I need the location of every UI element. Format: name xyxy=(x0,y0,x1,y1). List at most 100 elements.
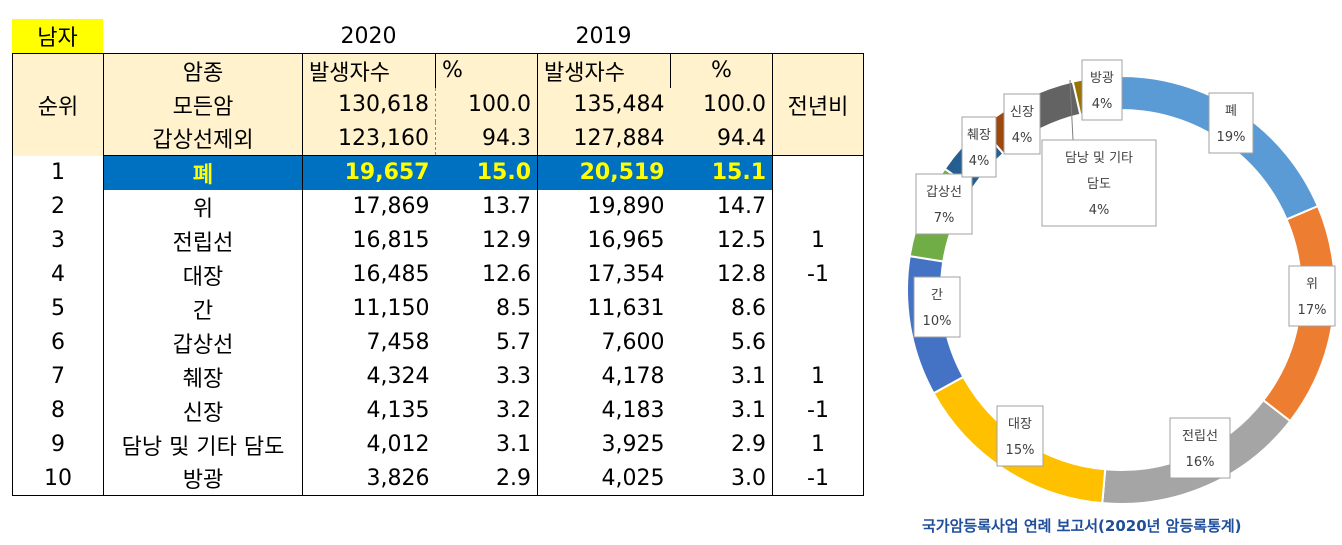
table-row: 10 방광 3,826 2.9 4,025 3.0 -1 xyxy=(12,461,864,496)
rank-cell: 7 xyxy=(12,359,104,394)
label-name: 담도 xyxy=(1087,177,1111,192)
count-2019-cell: 3,925 xyxy=(601,432,665,457)
donut-label-6: 갑상선 7% xyxy=(915,173,973,235)
label-percent: 4% xyxy=(1092,97,1113,112)
label-percent: 7% xyxy=(934,211,955,226)
label-percent: 16% xyxy=(1186,455,1215,470)
rank-cell: 8 xyxy=(12,393,104,428)
donut-label-7: 췌장 4% xyxy=(961,116,997,178)
empty-cell xyxy=(772,121,864,156)
change-cell: -1 xyxy=(772,461,864,496)
count-2020-cell: 4,324 xyxy=(366,364,430,389)
cancer-name-cell: 전립선 xyxy=(103,223,303,258)
count-2019-cell: 4,178 xyxy=(601,364,665,389)
table-row: 6 갑상선 7,458 5.7 7,600 5.6 xyxy=(12,325,864,360)
year-2019-label: 2019 xyxy=(575,23,632,49)
count-2020-cell: 11,150 xyxy=(352,296,430,321)
label-box xyxy=(996,405,1044,467)
rank-cell: 2 xyxy=(12,189,104,224)
count-2019-header: 발생자수 xyxy=(537,53,671,88)
pct-2020-cell: 3.2 xyxy=(435,393,538,428)
change-cell xyxy=(772,291,864,326)
table-row: 5 간 11,150 8.5 11,631 8.6 xyxy=(12,291,864,326)
pct-2020-cell: 3.1 xyxy=(435,427,538,462)
summary-count-2020: 130,618 xyxy=(302,87,436,122)
count-2019-cell: 4,025 xyxy=(537,461,671,496)
count-2019-cell: 11,631 xyxy=(587,296,665,321)
summary-pct-2020: 94.3 xyxy=(435,121,538,156)
summary-row: 갑상선제외 123,160 94.3 127,884 94.4 xyxy=(13,121,864,156)
rank-cell: 10 xyxy=(12,461,104,496)
rank-cell: 5 xyxy=(12,291,104,326)
count-2020-header: 발생자수 xyxy=(302,53,436,88)
cancer-name-cell: 췌장 xyxy=(103,359,303,394)
donut-label-5: 간 10% xyxy=(913,276,961,338)
label-box xyxy=(1003,93,1041,155)
header-row: 순위 암종 발생자수 % 발생자수 % xyxy=(12,53,864,156)
rank-cell: 4 xyxy=(12,257,104,292)
cancer-name-cell: 방광 xyxy=(103,461,303,496)
count-2020-cell: 4,012 xyxy=(366,432,430,457)
label-name: 신장 xyxy=(1010,105,1034,120)
summary-pct-2020: 100.0 xyxy=(435,87,538,122)
change-cell: -1 xyxy=(772,257,864,292)
donut-label-10: 방광 4% xyxy=(1081,59,1123,121)
cancer-name-cell: 폐 xyxy=(103,155,303,190)
label-name: 위 xyxy=(1306,277,1318,292)
pct-2020-cell: 5.7 xyxy=(435,325,538,360)
count-2020-cell: 3,826 xyxy=(302,461,436,496)
donut-label-8: 신장 4% xyxy=(1003,93,1041,155)
count-2019-cell: 19,890 xyxy=(587,194,665,219)
summary-count-2019: 135,484 xyxy=(537,87,671,122)
label-percent: 10% xyxy=(923,314,952,329)
cancer-name-cell: 신장 xyxy=(103,393,303,428)
label-percent: 15% xyxy=(1006,443,1035,458)
label-name: 대장 xyxy=(1008,417,1032,432)
summary-pct-2019: 94.4 xyxy=(670,121,773,156)
donut-label-3: 전립선 16% xyxy=(1169,417,1231,479)
donut-label-2: 위 17% xyxy=(1288,265,1336,327)
count-2019-cell: 4,183 xyxy=(601,398,665,423)
count-2020-cell: 7,458 xyxy=(366,330,430,355)
rank-header: 순위 xyxy=(12,53,104,156)
label-box xyxy=(1288,265,1336,327)
pct-2019-cell: 3.0 xyxy=(670,461,773,496)
count-2020-cell: 17,869 xyxy=(352,194,430,219)
pct-2019-cell: 5.6 xyxy=(670,325,773,360)
count-2019-cell: 20,519 xyxy=(537,155,671,190)
label-box xyxy=(1041,139,1157,227)
empty-header xyxy=(772,53,864,88)
pct-2019-cell: 3.1 xyxy=(670,393,773,428)
source-caption: 국가암등록사업 연례 보고서(2020년 암등록통계) xyxy=(922,517,1242,535)
count-2020-cell: 19,657 xyxy=(302,155,436,190)
summary-label: 모든암 xyxy=(103,87,303,122)
year-2020-label: 2020 xyxy=(340,23,397,49)
pct-2020-cell: 12.9 xyxy=(435,223,538,258)
pct-2020-cell: 3.3 xyxy=(435,359,538,394)
rank-cell: 1 xyxy=(12,155,104,190)
cancer-name-cell: 간 xyxy=(103,291,303,326)
change-cell: 1 xyxy=(772,359,864,394)
leader-line xyxy=(1069,79,1074,141)
pct-2019-cell: 3.1 xyxy=(670,359,773,394)
rank-cell: 9 xyxy=(12,427,104,462)
pct-2019-cell: 2.9 xyxy=(670,427,773,462)
table-row: 8 신장 4,135 3.2 4,183 3.1 -1 xyxy=(12,393,864,428)
rank-cell: 6 xyxy=(12,325,104,360)
pct-2019-cell: 8.6 xyxy=(670,291,773,326)
cancer-name-cell: 담낭 및 기타 담도 xyxy=(103,427,303,462)
pct-2020-cell: 13.7 xyxy=(435,189,538,224)
pct-2020-cell: 12.6 xyxy=(435,257,538,292)
label-name: 췌장 xyxy=(967,128,991,143)
summary-label: 갑상선제외 xyxy=(103,121,303,156)
table-row: 7 췌장 4,324 3.3 4,178 3.1 1 xyxy=(12,359,864,394)
label-name: 간 xyxy=(931,288,943,303)
pct-2020-cell: 15.0 xyxy=(435,155,538,190)
label-percent: 4% xyxy=(969,154,990,169)
label-name: 방광 xyxy=(1090,71,1114,86)
table-row: 1 폐 19,657 15.0 20,519 15.1 xyxy=(12,155,864,190)
percent-2020-header: % xyxy=(435,53,538,88)
change-cell: 1 xyxy=(772,223,864,258)
count-2020-cell: 4,135 xyxy=(366,398,430,423)
